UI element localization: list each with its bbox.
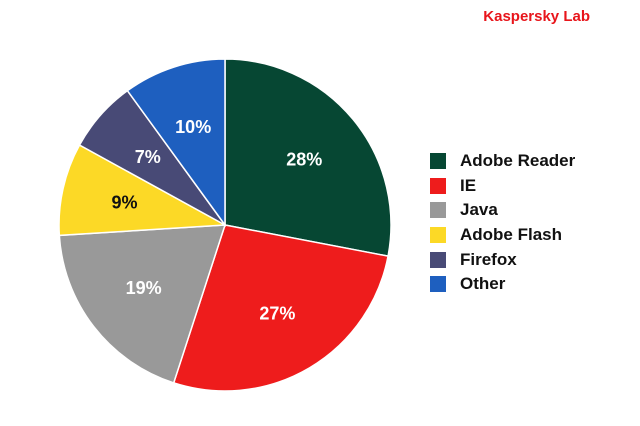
legend-label-firefox: Firefox [460,249,517,269]
legend-swatch-adobe-reader [430,153,446,170]
legend-swatch-firefox [430,251,446,268]
legend-swatch-adobe-flash [430,227,446,244]
legend-label-adobe-flash: Adobe Flash [460,225,563,245]
legend-item-adobe-flash: Adobe Flash [430,223,575,248]
legend-swatch-java [430,202,446,219]
kaspersky-lab-watermark: Kaspersky Lab [483,8,590,25]
legend-label-other: Other [460,274,506,294]
legend-swatch-ie [430,177,446,194]
legend-item-ie: IE [430,174,575,199]
legend-item-other: Other [430,272,575,297]
legend-item-java: Java [430,198,575,223]
pie-slice-other [126,58,226,228]
pie-slice-adobe-reader [224,58,392,257]
legend-item-adobe-reader: Adobe Reader [430,149,575,174]
slice-label-adobe-reader: 28% [286,149,322,169]
legend-item-firefox: Firefox [430,247,575,272]
slice-label-adobe-flash: 9% [112,193,138,213]
chart-legend: Adobe Reader IE Java Adobe Flash Firefox Othe… [430,149,575,297]
slice-label-java: 19% [126,278,162,298]
legend-label-ie: IE [460,175,477,195]
slice-label-firefox: 7% [135,147,161,167]
legend-label-java: Java [460,200,498,220]
legend-label-adobe-reader: Adobe Reader [460,151,576,171]
pie-slice-java [58,224,227,384]
pie-slice-ie [172,224,389,392]
legend-swatch-other [430,276,446,293]
slice-label-ie: 27% [259,304,295,324]
slice-label-other: 10% [175,117,211,137]
pie-slice-adobe-flash [58,144,228,237]
